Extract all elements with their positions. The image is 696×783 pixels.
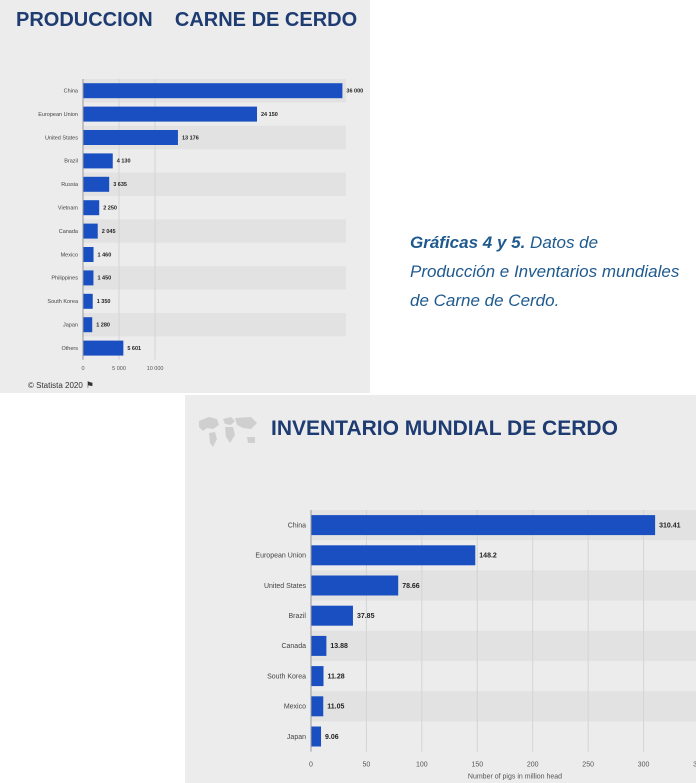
flag-icon[interactable]: ⚑ <box>85 380 94 390</box>
bar <box>311 726 322 747</box>
bar <box>311 545 476 566</box>
tick-label: 200 <box>527 762 539 769</box>
category-label: Mexico <box>61 252 78 258</box>
tick-label: 50 <box>363 762 371 769</box>
bar <box>311 666 324 687</box>
value-label: 2 250 <box>103 206 117 212</box>
tick-label: 5 000 <box>112 366 126 372</box>
row-band <box>83 219 346 243</box>
value-label: 13.88 <box>330 643 348 650</box>
value-label: 78.66 <box>402 583 420 590</box>
tick-label: 300 <box>638 762 650 769</box>
figure-caption: Gráficas 4 y 5. Datos de Producción e In… <box>410 228 680 315</box>
value-label: 13 176 <box>182 135 199 141</box>
category-label: China <box>64 89 79 95</box>
production-bar-chart: China 36 000 European Union 24 150 United St… <box>38 79 363 372</box>
bar <box>83 223 98 239</box>
category-label: South Korea <box>267 673 306 680</box>
value-label: 3 635 <box>113 182 127 188</box>
value-label: 1 460 <box>98 252 112 258</box>
globe-icon <box>199 417 257 447</box>
bar <box>83 83 343 99</box>
category-label: United States <box>264 583 307 590</box>
value-label: 1 350 <box>97 299 111 305</box>
row-band <box>83 313 346 337</box>
value-label: 36 000 <box>346 89 363 95</box>
value-label: 5 601 <box>127 346 141 352</box>
category-label: Philippines <box>51 276 78 282</box>
tick-label: 0 <box>81 366 84 372</box>
category-label: Japan <box>287 734 306 741</box>
bar <box>311 515 656 536</box>
bar <box>311 635 327 656</box>
category-label: United States <box>45 135 78 141</box>
bar <box>83 130 178 145</box>
production-chart-title: PRODUCCION CARNE DE CERDO <box>16 9 358 31</box>
value-label: 310.41 <box>659 522 681 529</box>
bar <box>83 153 113 169</box>
tick-label: 150 <box>471 762 483 769</box>
value-label: 4 130 <box>117 159 131 165</box>
category-label: Canada <box>59 229 79 235</box>
category-label: Brazil <box>64 159 78 165</box>
x-axis-label: Number of pigs in million head <box>468 774 562 781</box>
caption-lead: Gráficas 4 y 5. <box>410 233 526 252</box>
bar <box>83 340 124 356</box>
row-band <box>311 691 696 722</box>
value-label: 24 150 <box>261 112 278 118</box>
tick-label: 100 <box>416 762 428 769</box>
tick-label: 350 <box>693 762 696 769</box>
category-label: Others <box>61 346 78 352</box>
category-label: Japan <box>63 323 78 329</box>
tick-label: 0 <box>309 762 313 769</box>
row-band <box>83 266 346 290</box>
bar <box>83 200 100 216</box>
tick-label: 10 000 <box>147 366 164 372</box>
inventory-bar-chart: China 310.41 European Union 148.2 United Sta… <box>255 510 696 781</box>
value-label: 148.2 <box>479 553 497 560</box>
bar <box>311 696 324 717</box>
value-label: 11.28 <box>328 673 345 680</box>
row-band <box>83 172 346 196</box>
bar <box>83 317 93 333</box>
value-label: 11.05 <box>327 704 344 711</box>
category-label: South Korea <box>47 299 79 305</box>
source-text: © Statista 2020 <box>28 381 83 390</box>
category-label: Russia <box>61 182 79 188</box>
category-label: Brazil <box>288 613 306 620</box>
bar <box>311 605 353 626</box>
value-label: 1 280 <box>96 323 110 329</box>
category-label: European Union <box>38 112 78 118</box>
production-chart-panel: PRODUCCION CARNE DE CERDO China 36 000 Eur… <box>0 0 370 393</box>
caption-text: Datos de Producción e Inventarios mundia… <box>410 233 680 310</box>
row-band <box>311 630 696 661</box>
bar <box>83 270 94 286</box>
category-label: European Union <box>255 553 306 560</box>
category-label: Vietnam <box>58 206 78 212</box>
bar <box>83 106 258 122</box>
value-label: 37.85 <box>357 613 375 620</box>
bar <box>83 247 94 262</box>
category-label: Canada <box>281 643 306 650</box>
bar <box>311 575 399 596</box>
inventory-chart-title: INVENTARIO MUNDIAL DE CERDO <box>271 417 618 440</box>
value-label: 1 450 <box>97 276 111 282</box>
inventory-chart-panel: INVENTARIO MUNDIAL DE CERDO China 310.41 E… <box>185 395 696 783</box>
tick-label: 250 <box>582 762 594 769</box>
source-footer: © Statista 2020 ⚑ <box>28 380 94 391</box>
value-label: 9.06 <box>325 734 339 741</box>
value-label: 2 045 <box>102 229 116 235</box>
category-label: Mexico <box>284 704 306 711</box>
category-label: China <box>288 522 306 529</box>
bar <box>83 293 93 309</box>
bar <box>83 176 110 192</box>
